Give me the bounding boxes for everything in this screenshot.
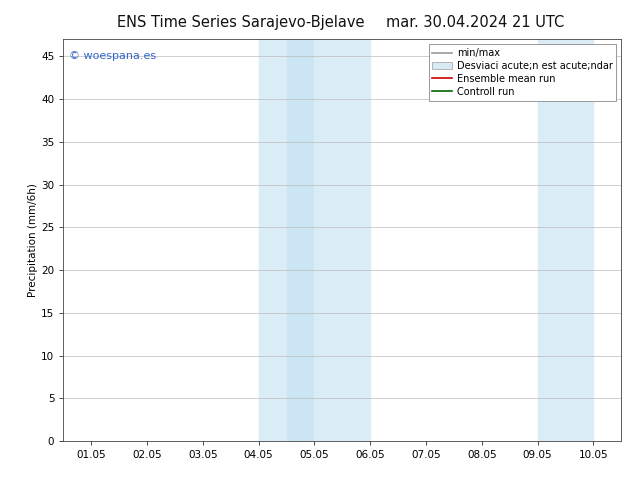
Bar [538,39,593,441]
Text: mar. 30.04.2024 21 UTC: mar. 30.04.2024 21 UTC [386,15,565,30]
Bar [287,39,314,441]
Legend: min/max, Desviaci acute;n est acute;ndar, Ensemble mean run, Controll run: min/max, Desviaci acute;n est acute;ndar… [429,44,616,100]
Text: © woespana.es: © woespana.es [69,51,156,61]
Bar [314,39,370,441]
Bar [259,39,287,441]
Text: ENS Time Series Sarajevo-Bjelave: ENS Time Series Sarajevo-Bjelave [117,15,365,30]
Y-axis label: Precipitation (mm/6h): Precipitation (mm/6h) [29,183,38,297]
